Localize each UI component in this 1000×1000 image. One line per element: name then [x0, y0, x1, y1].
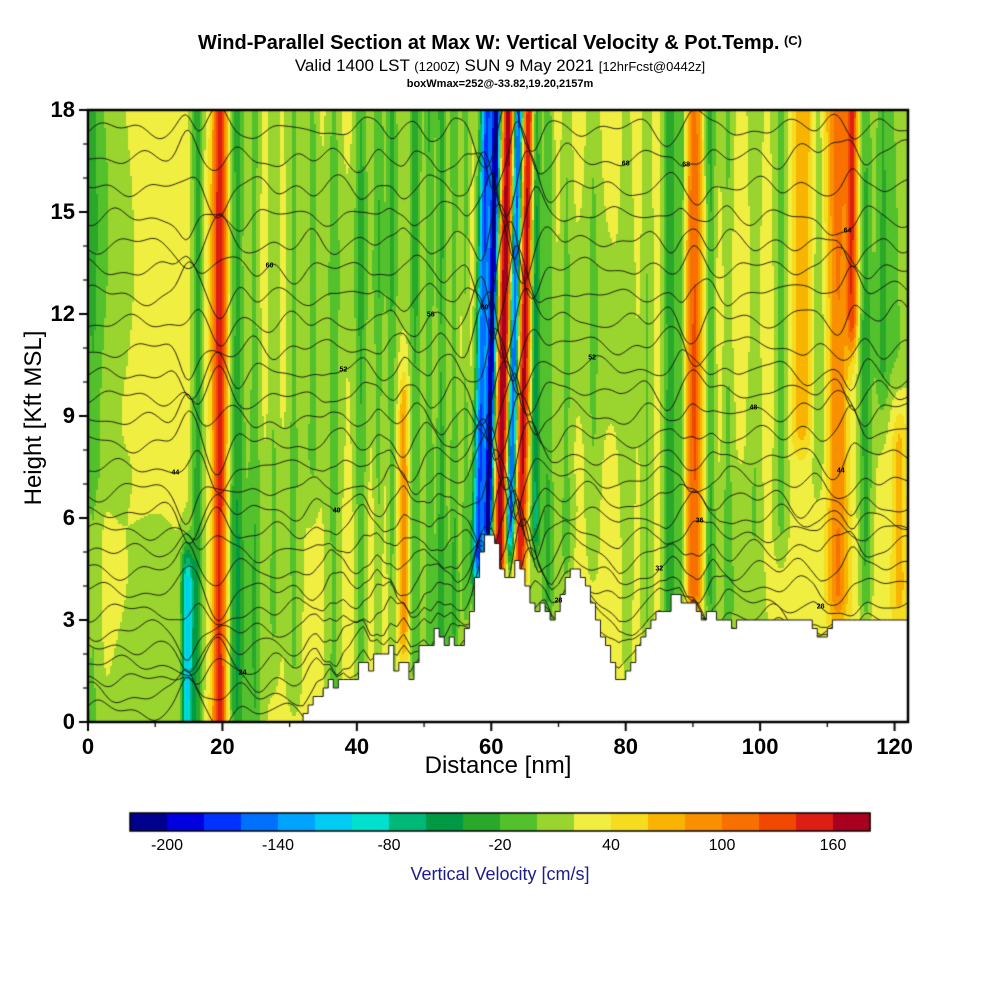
valid-zulu-label: (1200Z): [414, 59, 460, 74]
chart-title-units: (C): [783, 33, 802, 48]
y-axis-label: Height [Kft MSL]: [20, 330, 47, 506]
colorbar-label: Vertical Velocity [cm/s]: [410, 864, 590, 884]
forecast-tag: [12hrFcst@0442z]: [598, 59, 706, 74]
chart-title-text: Wind-Parallel Section at Max W: Vertical…: [198, 32, 780, 54]
x-axis-label: Distance [nm]: [424, 752, 572, 779]
chart-annotation: boxWmax=252@-33.82,19.20,2157m: [406, 77, 594, 90]
chart-title: Wind-Parallel Section at Max W: Vertical…: [0, 32, 1000, 55]
chart-header: Wind-Parallel Section at Max W: Vertical…: [0, 32, 1000, 90]
valid-date-label: SUN 9 May 2021: [464, 56, 594, 75]
chart-subtitle: Valid 1400 LST (1200Z) SUN 9 May 2021 [1…: [0, 56, 1000, 76]
valid-time-label: Valid 1400 LST: [294, 56, 410, 75]
